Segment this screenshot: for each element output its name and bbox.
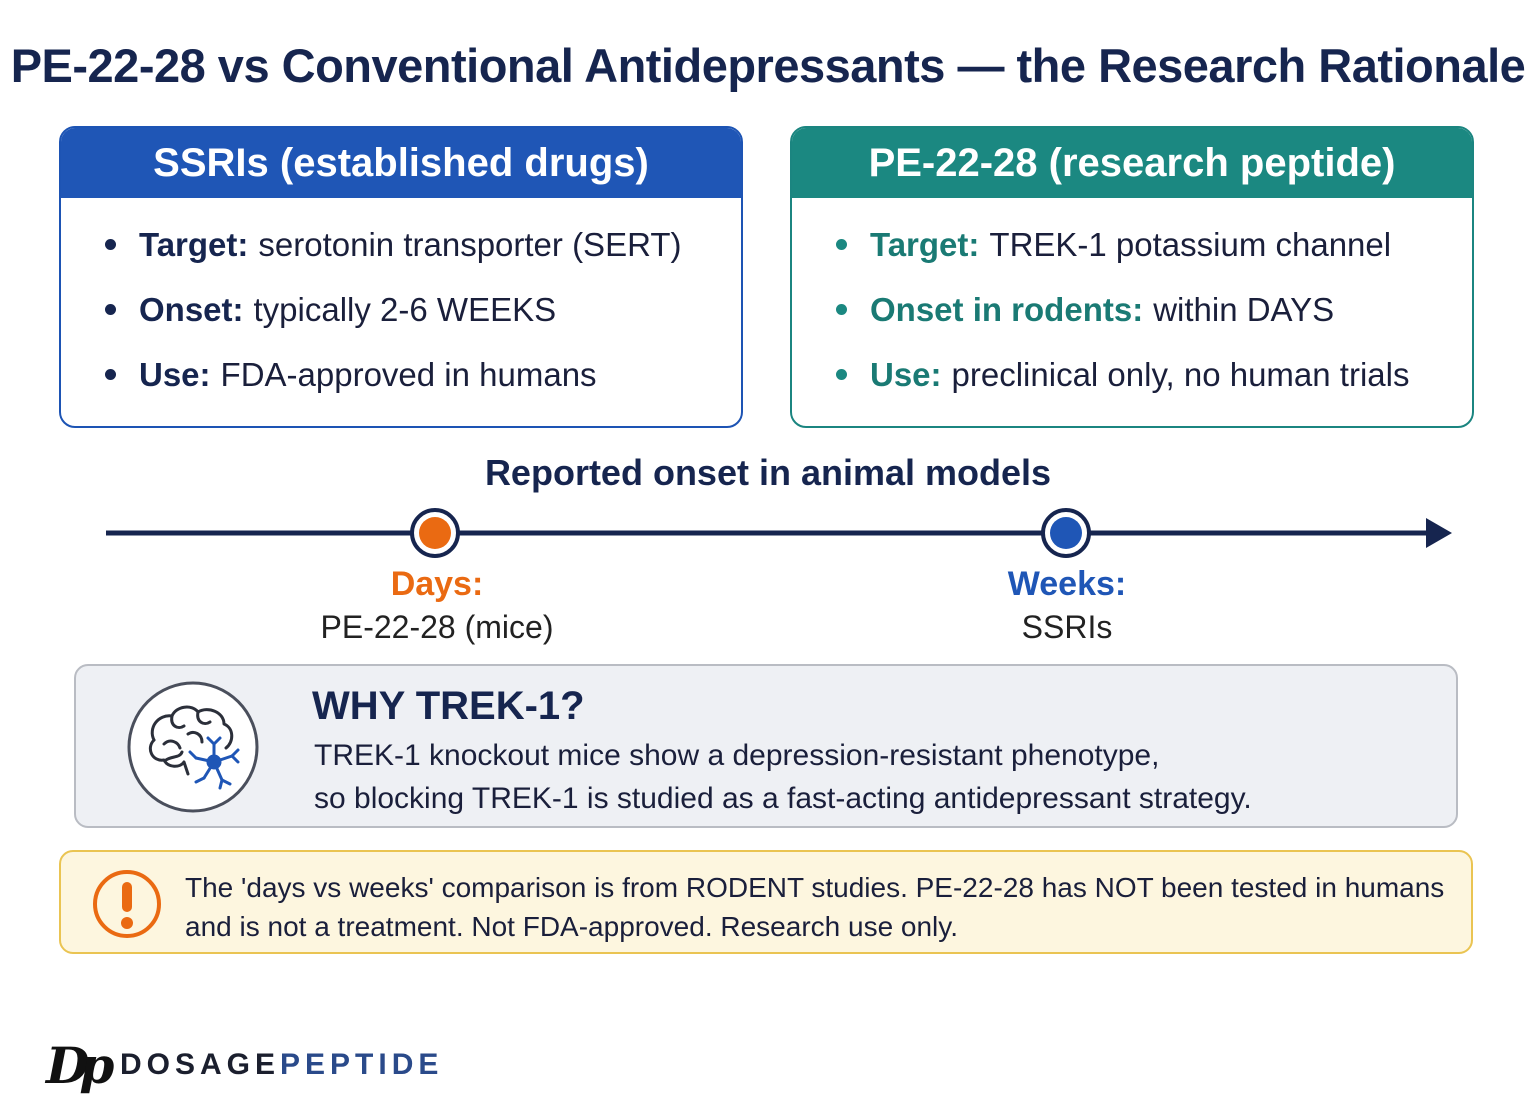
page-title: PE-22-28 vs Conventional Antidepressants…	[10, 39, 1526, 92]
item-label: Target:	[139, 226, 249, 263]
disclaimer-panel: The 'days vs weeks' comparison is from R…	[59, 850, 1473, 954]
item-label: Onset in rodents:	[870, 291, 1144, 328]
pe-item-onset: Onset in rodents: within DAYS	[836, 285, 1472, 350]
ssri-item-target: Target: serotonin transporter (SERT)	[105, 220, 741, 285]
brand-mark-icon: Dp	[46, 1036, 114, 1095]
item-text: FDA-approved in humans	[220, 356, 597, 393]
item-text: within DAYS	[1153, 291, 1335, 328]
ssri-card: SSRIs (established drugs) Target: seroton…	[59, 126, 743, 428]
ssri-item-use: Use: FDA-approved in humans	[105, 350, 741, 415]
ssri-item-onset: Onset: typically 2-6 WEEKS	[105, 285, 741, 350]
why-trek1-panel: WHY TREK-1? TREK-1 knockout mice show a …	[74, 664, 1458, 828]
item-text: preclinical only, no human trials	[951, 356, 1410, 393]
why-text: TREK-1 knockout mice show a depression-r…	[314, 734, 1252, 820]
timeline-axis	[106, 508, 1452, 558]
why-title: WHY TREK-1?	[312, 684, 585, 728]
pe-list: Target: TREK-1 potassium channel Onset in…	[792, 198, 1472, 415]
brain-neuron-icon	[127, 681, 259, 813]
brand-name-part1: DOSAGE	[120, 1048, 281, 1081]
pe-card: PE-22-28 (research peptide) Target: TREK-…	[790, 126, 1474, 428]
item-text: serotonin transporter (SERT)	[258, 226, 682, 263]
timeline-label-heading: Days:	[390, 565, 484, 603]
ssri-list: Target: serotonin transporter (SERT) Onse…	[61, 198, 741, 415]
why-text-line: so blocking TREK-1 is studied as a fast-…	[314, 782, 1252, 815]
brand-name-part2: PEPTIDE	[280, 1048, 444, 1081]
timeline-label-weeks: Weeks: SSRIs	[907, 562, 1227, 648]
item-text: TREK-1 potassium channel	[989, 226, 1392, 263]
item-label: Target:	[870, 226, 980, 263]
item-text: typically 2-6 WEEKS	[253, 291, 557, 328]
timeline-label-heading: Weeks:	[1007, 565, 1127, 603]
timeline-label-days: Days: PE-22-28 (mice)	[277, 562, 597, 648]
disclaimer-line: The 'days vs weeks' comparison is from R…	[185, 872, 1445, 903]
disclaimer-text: The 'days vs weeks' comparison is from R…	[185, 868, 1444, 946]
pe-item-use: Use: preclinical only, no human trials	[836, 350, 1472, 415]
timeline-label-sub: SSRIs	[1021, 609, 1113, 645]
timeline-marker-weeks	[1050, 517, 1082, 549]
exclamation-icon	[93, 870, 161, 938]
disclaimer-line: and is not a treatment. Not FDA-approved…	[185, 911, 958, 942]
pe-item-target: Target: TREK-1 potassium channel	[836, 220, 1472, 285]
timeline-title: Reported onset in animal models	[484, 452, 1052, 493]
why-text-line: TREK-1 knockout mice show a depression-r…	[314, 739, 1160, 772]
item-label: Use:	[139, 356, 211, 393]
timeline-label-sub: PE-22-28 (mice)	[320, 609, 554, 645]
timeline-arrow-icon	[1426, 518, 1452, 548]
timeline-marker-days	[419, 517, 451, 549]
item-label: Onset:	[139, 291, 244, 328]
item-label: Use:	[870, 356, 942, 393]
ssri-card-header: SSRIs (established drugs)	[61, 128, 741, 198]
pe-card-header: PE-22-28 (research peptide)	[792, 128, 1472, 198]
brand-name: DOSAGEPEPTIDE	[120, 1048, 443, 1082]
